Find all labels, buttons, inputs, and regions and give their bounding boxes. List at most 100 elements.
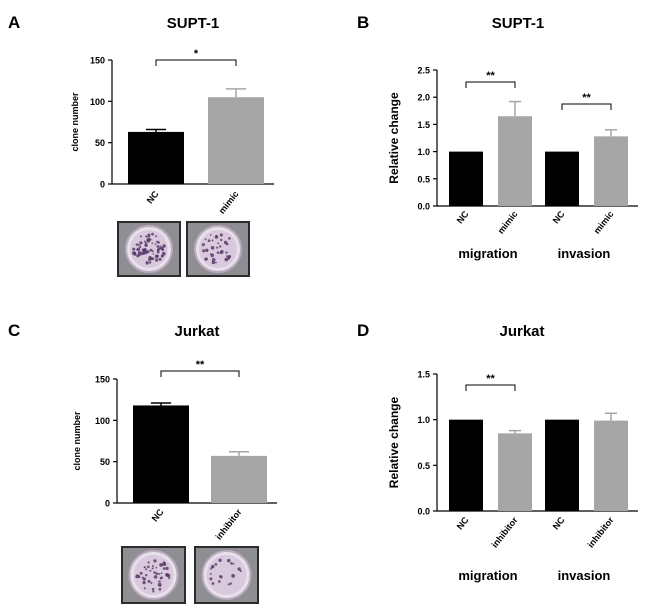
- colony-dot: [230, 562, 233, 565]
- colony-dot: [155, 572, 159, 576]
- colony-dot: [153, 575, 158, 579]
- colony-dot: [216, 246, 219, 249]
- colony-dot: [161, 251, 166, 256]
- bar: [128, 131, 184, 184]
- colony-dot: [216, 251, 220, 254]
- category-label: mimic: [217, 189, 241, 216]
- bar: [594, 136, 628, 206]
- y-axis-label: clone number: [72, 411, 82, 471]
- colony-dot: [209, 573, 212, 575]
- colony-dot: [214, 562, 218, 566]
- y-tick-label: 150: [95, 375, 110, 385]
- colony-dot: [145, 261, 149, 265]
- dish-well: [199, 230, 237, 268]
- colony-dot: [155, 235, 158, 238]
- colony-dot: [209, 234, 212, 236]
- bar: [498, 433, 532, 511]
- colony-dot: [211, 239, 214, 242]
- colony-dot: [205, 248, 209, 253]
- colony-dot: [156, 250, 160, 254]
- colony-dot: [135, 243, 139, 246]
- significance-label: **: [486, 70, 495, 82]
- colony-dot: [154, 243, 157, 245]
- colony-dot: [133, 252, 137, 256]
- category-label: NC: [455, 209, 471, 226]
- bar: [449, 151, 483, 206]
- colony-dot: [151, 242, 154, 245]
- colony-dot: [142, 577, 146, 581]
- chart-d: 0.0 0.5 1.0 1.5 Relative change NC inhibitor NC…: [387, 370, 638, 583]
- colony-dot: [220, 238, 223, 242]
- category-label: inhibitor: [586, 515, 616, 550]
- colony-dot: [162, 567, 166, 570]
- category-label: inhibitor: [490, 515, 520, 550]
- colony-dot: [151, 250, 154, 253]
- colony-dot: [211, 565, 214, 569]
- colony-dot: [149, 569, 152, 572]
- colony-dot: [227, 558, 231, 563]
- colony-dot: [210, 253, 215, 258]
- colony-dot: [159, 585, 162, 587]
- colony-dot: [157, 247, 161, 251]
- colony-dot: [152, 590, 155, 593]
- group-label: invasion: [558, 246, 611, 261]
- colony-dot: [146, 250, 150, 254]
- y-tick-label: 1.0: [417, 147, 430, 157]
- colony-dot: [215, 261, 217, 264]
- colony-dot: [153, 559, 157, 563]
- colony-dot: [225, 258, 228, 261]
- colony-dot: [225, 242, 229, 246]
- y-tick-label: 0.5: [417, 174, 430, 184]
- category-label: NC: [145, 189, 161, 206]
- colony-dot: [231, 573, 236, 578]
- colony-dot: [145, 568, 148, 571]
- dish-well: [206, 555, 247, 595]
- y-axis-label: Relative change: [387, 92, 401, 184]
- colony-dot: [218, 558, 222, 562]
- colony-dot: [166, 573, 171, 578]
- colony-dot: [225, 251, 228, 254]
- colony-dot: [153, 571, 156, 574]
- colony-dot: [237, 567, 241, 571]
- colony-dot: [137, 253, 141, 257]
- group-label: invasion: [558, 568, 611, 583]
- panel-letter-d: D: [357, 321, 369, 340]
- colony-dot: [158, 587, 162, 591]
- bar: [594, 420, 628, 511]
- bar: [449, 419, 483, 511]
- category-label: inhibitor: [214, 507, 244, 542]
- colony-dot: [151, 232, 154, 236]
- colony-dot: [139, 235, 143, 238]
- category-label: mimic: [496, 209, 520, 236]
- colony-dot: [139, 571, 143, 575]
- bar: [208, 97, 264, 184]
- chart-c: 0 50 100 150 clone number NC inhibitor **: [72, 359, 277, 542]
- y-tick-label: 2.5: [417, 66, 430, 76]
- panel-title-a: SUPT-1: [167, 15, 220, 32]
- colony-dot: [144, 244, 147, 247]
- colony-dot: [229, 582, 232, 585]
- group-label: migration: [458, 568, 517, 583]
- y-tick-label: 0.0: [417, 202, 430, 212]
- colony-dot: [226, 255, 229, 258]
- colony-dot: [165, 566, 169, 571]
- colony-dot: [146, 237, 151, 242]
- colony-dot: [219, 575, 222, 578]
- colony-dot: [168, 576, 171, 580]
- colony-dot: [207, 239, 211, 243]
- category-label: NC: [150, 507, 166, 524]
- group-label: migration: [458, 246, 517, 261]
- colony-dot: [147, 579, 151, 583]
- colony-dot: [151, 564, 154, 567]
- colony-dot: [156, 245, 160, 248]
- significance-bracket: [160, 370, 240, 377]
- colony-dot: [204, 238, 207, 241]
- category-label: NC: [551, 515, 567, 532]
- colony-dot: [144, 240, 146, 243]
- bar: [498, 116, 532, 206]
- colony-dot: [147, 561, 150, 564]
- colony-dot: [164, 563, 167, 565]
- colony-dot: [158, 580, 160, 583]
- colony-dot: [210, 246, 215, 250]
